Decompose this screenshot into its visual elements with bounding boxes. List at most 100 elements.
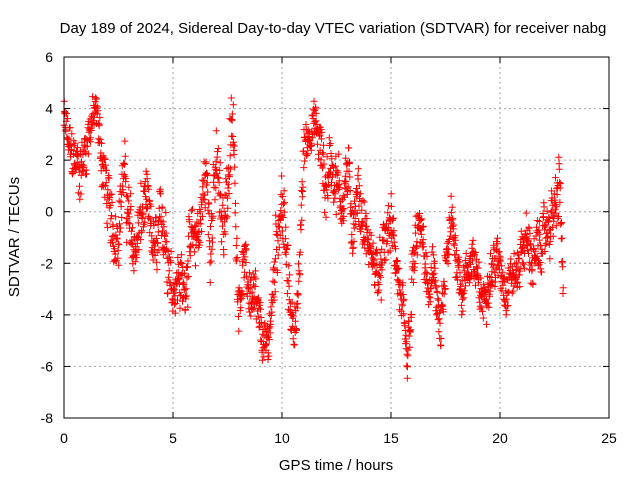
data-point <box>111 245 118 253</box>
data-point <box>199 183 207 191</box>
data-point <box>266 329 274 337</box>
data-point <box>555 165 563 173</box>
data-point <box>342 154 350 162</box>
data-point <box>71 165 79 173</box>
data-point <box>416 210 423 217</box>
data-point <box>198 176 206 184</box>
data-point <box>207 223 214 230</box>
data-point <box>103 200 111 207</box>
x-tick-label: 25 <box>601 430 617 446</box>
data-point <box>127 203 135 210</box>
data-point <box>328 155 336 163</box>
data-point <box>232 223 240 231</box>
data-point <box>122 192 130 200</box>
data-point <box>363 222 370 230</box>
data-point <box>452 247 460 254</box>
data-point <box>243 272 251 280</box>
data-point <box>542 239 550 247</box>
data-point <box>509 269 517 277</box>
data-point <box>77 171 85 179</box>
data-point <box>159 218 167 226</box>
data-point <box>319 150 327 158</box>
data-point <box>260 353 268 361</box>
data-point <box>233 257 241 265</box>
data-point <box>109 238 117 246</box>
data-point <box>525 250 532 257</box>
data-point <box>350 224 358 232</box>
data-point <box>318 149 326 157</box>
data-point <box>406 343 414 351</box>
data-point <box>93 95 101 103</box>
data-point <box>389 215 397 223</box>
data-point <box>154 228 162 236</box>
data-point <box>163 238 171 246</box>
data-point <box>521 264 529 272</box>
data-point <box>202 158 210 166</box>
data-point <box>257 305 264 313</box>
data-point <box>133 254 141 262</box>
data-point <box>391 269 399 277</box>
data-point <box>426 298 434 306</box>
data-point <box>344 183 352 191</box>
data-point <box>434 316 442 324</box>
data-point <box>131 258 139 266</box>
data-point <box>462 250 470 257</box>
data-point <box>477 304 485 312</box>
data-point <box>165 253 173 261</box>
data-point <box>142 167 150 175</box>
data-point <box>115 261 123 269</box>
data-point <box>427 284 435 292</box>
data-point <box>119 189 127 196</box>
data-point <box>224 204 232 212</box>
data-point <box>355 182 363 190</box>
data-point <box>320 160 328 168</box>
data-point <box>387 202 395 210</box>
data-point <box>280 187 288 195</box>
data-point <box>138 227 146 235</box>
data-point <box>348 231 356 239</box>
data-point <box>272 255 279 263</box>
data-point <box>224 184 232 192</box>
data-point <box>107 215 115 223</box>
data-point <box>520 260 527 268</box>
data-point <box>106 202 114 210</box>
data-point <box>133 239 141 247</box>
data-point <box>326 142 334 149</box>
data-point <box>257 336 265 344</box>
data-point <box>439 308 447 316</box>
data-point <box>531 247 539 255</box>
data-point <box>130 267 138 275</box>
data-point <box>121 152 129 160</box>
data-point <box>162 209 170 217</box>
data-point <box>139 211 147 219</box>
data-point <box>497 257 504 265</box>
data-point <box>113 235 121 243</box>
data-point <box>209 212 217 220</box>
data-point <box>360 198 368 206</box>
data-point <box>298 216 306 224</box>
data-point <box>274 251 282 259</box>
data-point <box>167 248 175 255</box>
data-point <box>470 250 478 258</box>
data-point <box>300 164 308 172</box>
data-point <box>95 135 103 143</box>
y-tick-labels: -8 -6 -4 -2 0 2 4 6 <box>41 49 54 426</box>
data-point <box>559 263 567 271</box>
data-point <box>485 303 493 311</box>
data-point <box>147 247 155 255</box>
data-point <box>126 206 134 214</box>
data-point <box>400 295 408 303</box>
data-point <box>235 313 242 320</box>
data-point <box>367 243 375 251</box>
data-point <box>400 310 408 318</box>
data-point <box>64 115 72 123</box>
data-point <box>454 276 461 284</box>
data-point <box>431 257 438 265</box>
data-point <box>233 254 241 261</box>
data-point <box>195 236 203 244</box>
data-point <box>398 302 406 310</box>
data-point <box>290 340 298 348</box>
data-point <box>354 165 362 173</box>
data-point <box>278 227 286 235</box>
data-point <box>268 308 276 316</box>
